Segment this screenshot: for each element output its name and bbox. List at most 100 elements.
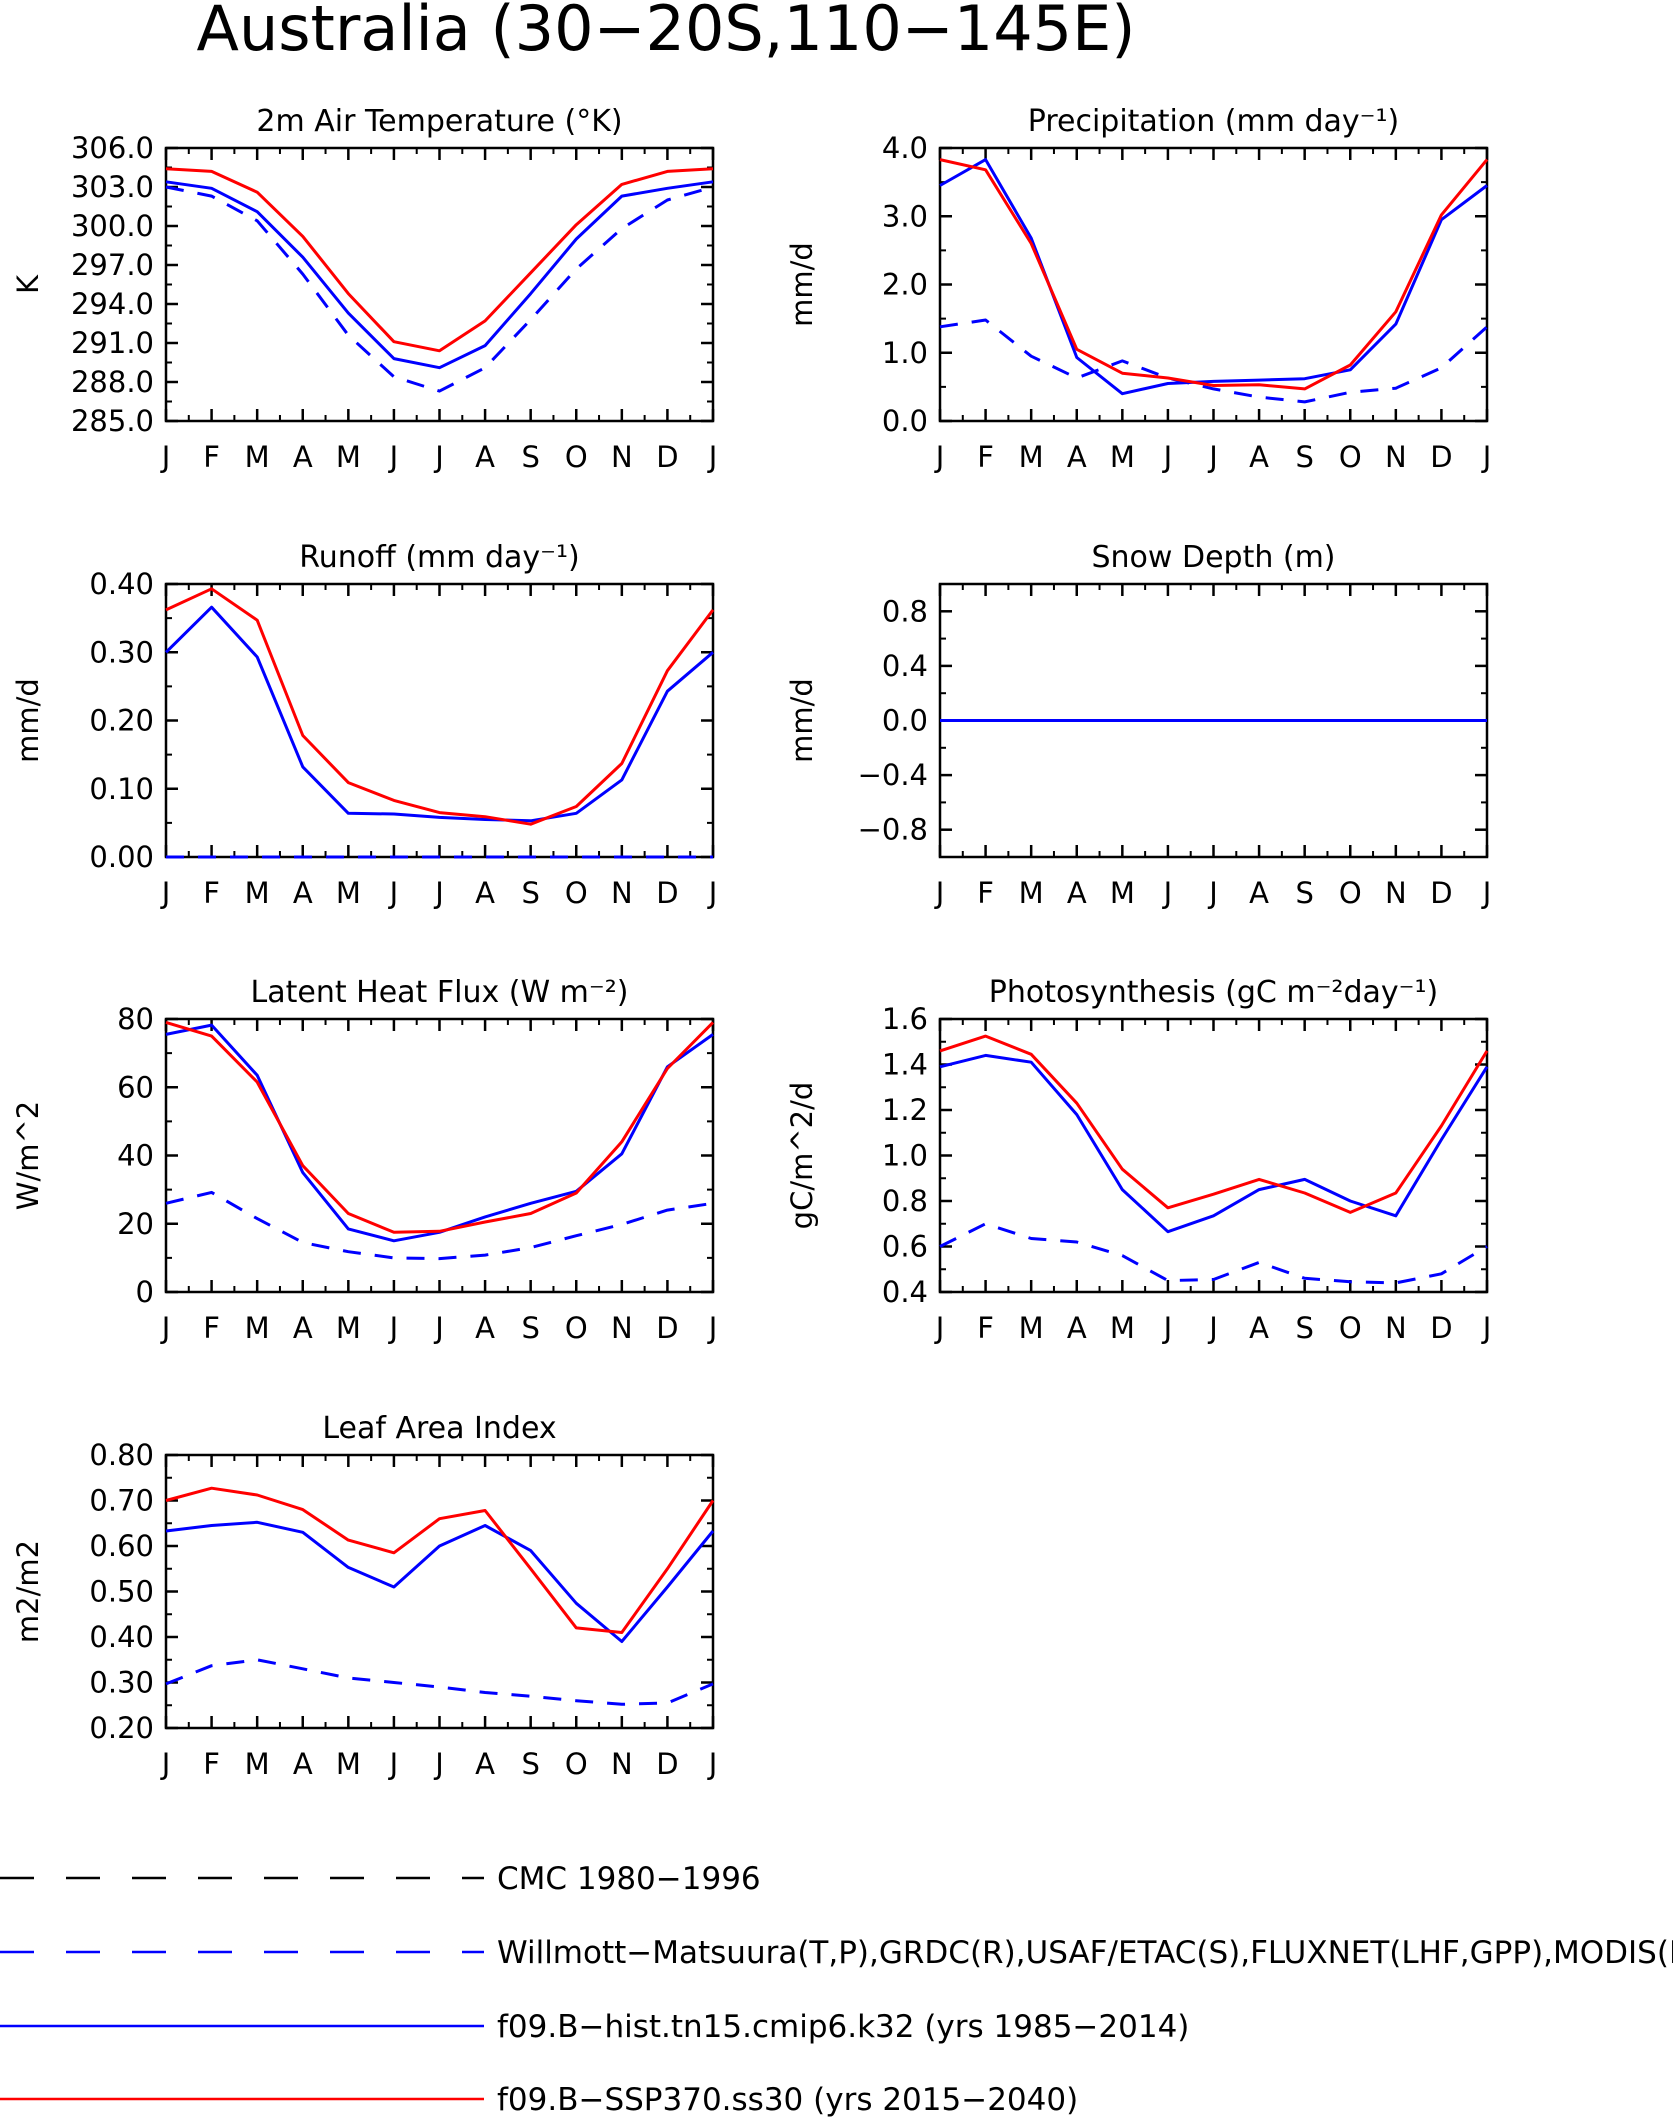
y-tick-label: 0.30	[89, 1666, 154, 1700]
legend-label: f09.B−SSP370.ss30 (yrs 2015−2040)	[497, 2082, 1078, 2118]
plot-frame	[164, 1453, 715, 1730]
x-tick-label: A	[475, 1747, 495, 1781]
x-tick-label: S	[521, 1747, 539, 1781]
panel-title: 2m Air Temperature (°K)	[256, 104, 622, 139]
panels-group: 2m Air Temperature (°K)J F M A M J J A S O N D J285.…	[11, 104, 1491, 1781]
figure-title: Australia (30−20S,110−145E)	[197, 0, 1136, 65]
y-tick-label: 1.4	[882, 1048, 928, 1082]
series-line-hist	[939, 1053, 1489, 1234]
panel-1: 2m Air Temperature (°K)J F M A M J J A S O N D J285.…	[11, 104, 717, 474]
y-tick-label: −0.4	[858, 758, 928, 792]
x-tick-label: J	[1162, 1311, 1173, 1345]
legend-label: f09.B−hist.tn15.cmip6.k32 (yrs 1985−2014…	[497, 2009, 1189, 2045]
x-tick-label: J	[707, 1311, 718, 1345]
y-tick-label: 0.70	[89, 1484, 154, 1518]
x-tick-label: J	[1207, 876, 1218, 910]
y-tick-label: 0.00	[89, 840, 154, 874]
panel-title: Photosynthesis (gC m⁻²day⁻¹)	[989, 975, 1438, 1010]
x-tick-label: N	[611, 440, 633, 474]
y-tick-label: −0.8	[858, 813, 928, 847]
x-tick-label: J	[1481, 1311, 1492, 1345]
x-tick-label: J	[1207, 440, 1218, 474]
y-tick-label: 80	[117, 1002, 154, 1036]
series-line-hist	[165, 1023, 714, 1243]
legend: CMC 1980−1996 Willmott−Matsuura(T,P),GRDC…	[0, 1861, 1673, 2118]
x-tick-label: J	[433, 876, 444, 910]
x-tick-label: A	[293, 440, 313, 474]
x-tick-label: J	[934, 440, 945, 474]
x-tick-label: J	[1162, 876, 1173, 910]
series-line-ssp	[939, 158, 1489, 391]
x-tick-label: N	[611, 1747, 633, 1781]
x-tick-label: J	[160, 440, 171, 474]
x-tick-label: A	[1249, 440, 1269, 474]
y-tick-label: 300.0	[71, 209, 154, 243]
y-tick-label: 0.40	[89, 567, 154, 601]
x-tick-label: M	[1110, 1311, 1135, 1345]
x-tick-label: F	[977, 440, 994, 474]
x-tick-label: O	[565, 1311, 588, 1345]
y-tick-label: 0.50	[89, 1575, 154, 1609]
x-tick-label: J	[707, 1747, 718, 1781]
y-tick-label: 0.60	[89, 1529, 154, 1563]
series-line-hist	[939, 158, 1488, 396]
x-tick-label: A	[475, 876, 495, 910]
series-line-obs	[939, 1222, 1488, 1285]
y-tick-label: 0.0	[882, 704, 928, 738]
panel-title: Leaf Area Index	[322, 1411, 556, 1446]
y-tick-label: 60	[117, 1070, 154, 1104]
x-tick-label: D	[656, 876, 678, 910]
x-tick-label: M	[245, 440, 270, 474]
y-axis-label: K	[11, 274, 45, 294]
y-tick-label: 2.0	[882, 268, 928, 302]
y-axis-label: m2/m2	[11, 1540, 45, 1643]
y-tick-label: 4.0	[882, 131, 928, 165]
y-tick-label: 0.20	[89, 704, 154, 738]
x-tick-label: D	[656, 1311, 678, 1345]
y-tick-label: 40	[117, 1139, 154, 1173]
y-tick-label: 0.8	[882, 594, 928, 628]
x-tick-label: J	[388, 876, 399, 910]
x-tick-label: S	[1295, 876, 1313, 910]
x-tick-label: M	[245, 1311, 270, 1345]
y-tick-label: 0.30	[89, 635, 154, 669]
x-tick-label: A	[1067, 876, 1087, 910]
x-tick-label: S	[1295, 440, 1313, 474]
x-tick-label: F	[203, 876, 220, 910]
panel-title: Precipitation (mm day⁻¹)	[1028, 104, 1399, 139]
y-tick-label: 294.0	[71, 287, 154, 321]
x-tick-label: A	[1249, 1311, 1269, 1345]
x-tick-label: M	[1019, 876, 1044, 910]
panel-6: Photosynthesis (gC m⁻²day⁻¹)J F M A M J J A S O N D…	[785, 975, 1491, 1345]
series-line-ssp	[165, 1486, 715, 1634]
x-tick-label: J	[160, 1747, 171, 1781]
y-tick-label: 285.0	[71, 404, 154, 438]
y-tick-label: 1.0	[882, 1139, 928, 1173]
x-tick-label: O	[565, 876, 588, 910]
y-axis-label: gC/m^2/d	[785, 1082, 819, 1230]
series-line-hist	[165, 1520, 715, 1643]
x-tick-label: J	[1162, 440, 1173, 474]
x-tick-label: S	[521, 1311, 539, 1345]
series-line-obs	[939, 318, 1489, 404]
y-tick-label: 0.8	[882, 1184, 928, 1218]
series-line-ssp	[165, 587, 715, 826]
x-tick-label: M	[245, 876, 270, 910]
x-tick-label: D	[1430, 876, 1452, 910]
x-tick-label: J	[433, 1747, 444, 1781]
y-tick-label: 1.2	[882, 1093, 928, 1127]
y-tick-label: 288.0	[71, 365, 154, 399]
y-tick-label: 306.0	[71, 131, 154, 165]
series-line-hist	[164, 605, 714, 823]
panel-5: Latent Heat Flux (W m⁻²)J F M A M J J A S O N D J020…	[11, 975, 717, 1345]
y-axis-label: W/m^2	[11, 1101, 45, 1210]
series-line-obs	[165, 1658, 714, 1706]
x-tick-label: F	[203, 1747, 220, 1781]
y-tick-label: 0.6	[882, 1230, 928, 1264]
x-tick-label: S	[521, 440, 539, 474]
series-line-ssp	[939, 1034, 1489, 1214]
y-tick-label: 20	[117, 1207, 154, 1241]
y-axis-label: mm/d	[785, 242, 819, 327]
x-tick-label: M	[336, 1311, 361, 1345]
y-tick-label: 303.0	[71, 170, 154, 204]
